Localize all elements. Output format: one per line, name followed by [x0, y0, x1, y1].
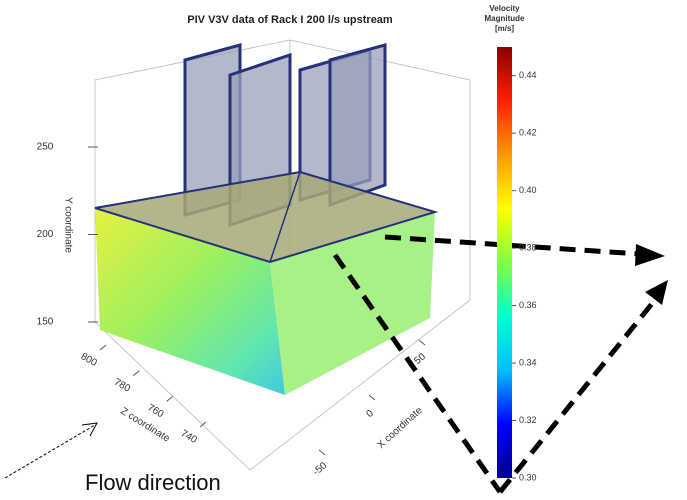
colorbar-tick-label: 0.44 — [519, 70, 537, 80]
x-tick-label: 50 — [412, 351, 428, 367]
x-axis-label: X coordinate — [376, 405, 425, 451]
colorbar — [497, 47, 512, 478]
x-tick — [318, 449, 326, 456]
x-tick-label: 0 — [364, 408, 376, 420]
colorbar-tick-label: 0.34 — [519, 357, 537, 367]
colorbar-title: Magnitude — [485, 14, 526, 23]
x-tick-label: -50 — [311, 460, 329, 478]
x-tick — [368, 394, 376, 401]
z-tick — [133, 370, 140, 377]
chart-title: PIV V3V data of Rack I 200 l/s upstream — [187, 14, 393, 26]
colorbar-tick-label: 0.40 — [519, 185, 537, 195]
z-tick-label: 740 — [179, 428, 199, 446]
pyramid-edges — [94, 171, 436, 263]
z-tick — [99, 344, 107, 351]
z-tick — [199, 421, 207, 428]
y-axis-label: Y coordinate — [62, 197, 73, 253]
colorbar-title: Velocity — [489, 4, 520, 13]
z-tick-label: 800 — [79, 351, 99, 369]
colorbar-tick-label: 0.42 — [519, 128, 537, 138]
y-tick-label: 150 — [37, 317, 54, 328]
flow-indicator — [4, 424, 96, 479]
colorbar-tick-label: 0.32 — [519, 415, 537, 425]
arrow-head — [645, 280, 668, 305]
flow-indicator-head — [81, 422, 98, 437]
z-tick-label: 780 — [112, 377, 132, 395]
z-tick-label: 760 — [145, 402, 165, 420]
x-tick — [418, 339, 426, 346]
point-cloud-left — [95, 208, 285, 395]
annotation: Flow direction — [85, 470, 221, 495]
point-cloud-right — [270, 212, 435, 395]
arrow-head — [635, 244, 665, 266]
y-tick-label: 250 — [37, 142, 54, 153]
colorbar-tick-label: 0.30 — [519, 472, 537, 482]
colorbar-tick-label: 0.36 — [519, 300, 537, 310]
flow-arrows — [332, 234, 657, 494]
z-tick — [166, 395, 173, 402]
colorbar-title: [m/s] — [495, 24, 514, 33]
y-tick-label: 200 — [37, 229, 54, 240]
colorbar-tick-label: 0.38 — [519, 243, 537, 253]
